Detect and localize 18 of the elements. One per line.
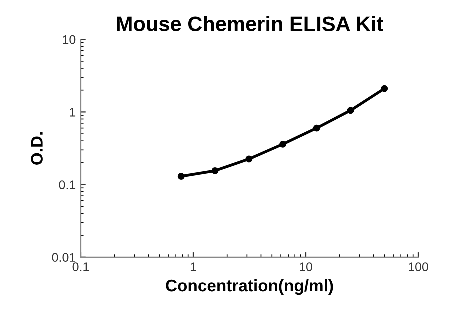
x-axis-title: Concentration(ng/ml) — [166, 279, 334, 296]
point — [347, 107, 354, 114]
x-tick-label: 0.1 — [72, 262, 90, 272]
y-tick-label: 0.01 — [52, 253, 76, 262]
x-tick-label: 100 — [409, 262, 428, 272]
point — [246, 156, 253, 163]
y-axis-title: O.D. — [31, 132, 43, 165]
chart-title: Mouse Chemerin ELISA Kit — [117, 16, 384, 32]
x-tick-label: 10 — [300, 262, 312, 272]
point — [381, 85, 388, 92]
point — [313, 124, 320, 132]
point — [178, 173, 185, 180]
x-tick-label: 1 — [190, 262, 196, 272]
point — [212, 168, 219, 174]
y-tick-label: 1 — [70, 108, 76, 117]
y-tick-label: 0.1 — [59, 180, 76, 190]
y-tick-label: 10 — [63, 35, 76, 44]
point — [280, 140, 287, 148]
